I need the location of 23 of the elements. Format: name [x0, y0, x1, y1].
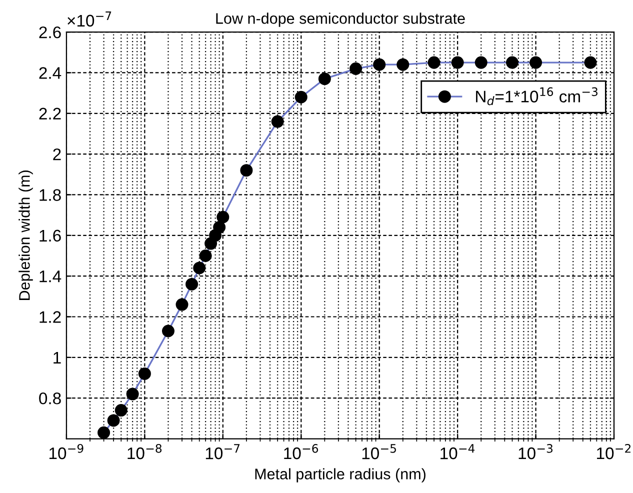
text: ×10$^{−7}$: [68, 12, 112, 27]
legend-label: N$_{d}$=1*10$^{16}$ cm$^{−3}$: [476, 87, 598, 106]
x-tick-label: 10$^{−2}$: [597, 444, 630, 460]
x-tick-label: 10$^{−6}$: [284, 444, 318, 460]
y-tick-label: 1.4: [40, 270, 62, 282]
x-tick-label: 10$^{−5}$: [362, 444, 396, 460]
y-tick-label: 1.8: [40, 189, 61, 201]
y-tick-label: 2.2: [39, 108, 61, 120]
y-tick-label: 2.4: [39, 67, 62, 79]
chart-title: Low n-dope semiconductor substrate: [216, 12, 465, 27]
y-tick-label: 1.2: [40, 311, 61, 323]
y-tick-label: 2: [53, 148, 61, 160]
y-axis-title: Depletion width (m): [18, 170, 33, 300]
y-tick-label: 1: [54, 352, 61, 364]
x-tick-label: 10$^{−7}$: [206, 444, 240, 460]
y-tick-label: 1.6: [40, 230, 61, 242]
x-tick-label: 10$^{−4}$: [440, 444, 475, 460]
x-axis-title: Metal particle radius (nm): [255, 468, 426, 482]
y-tick-label: 0.8: [39, 392, 61, 404]
x-tick-label: 10$^{−8}$: [128, 444, 162, 460]
x-tick-label: 10$^{−9}$: [49, 444, 84, 460]
x-tick-label: 10$^{−3}$: [518, 444, 552, 460]
y-tick-label: 2.6: [39, 26, 61, 38]
